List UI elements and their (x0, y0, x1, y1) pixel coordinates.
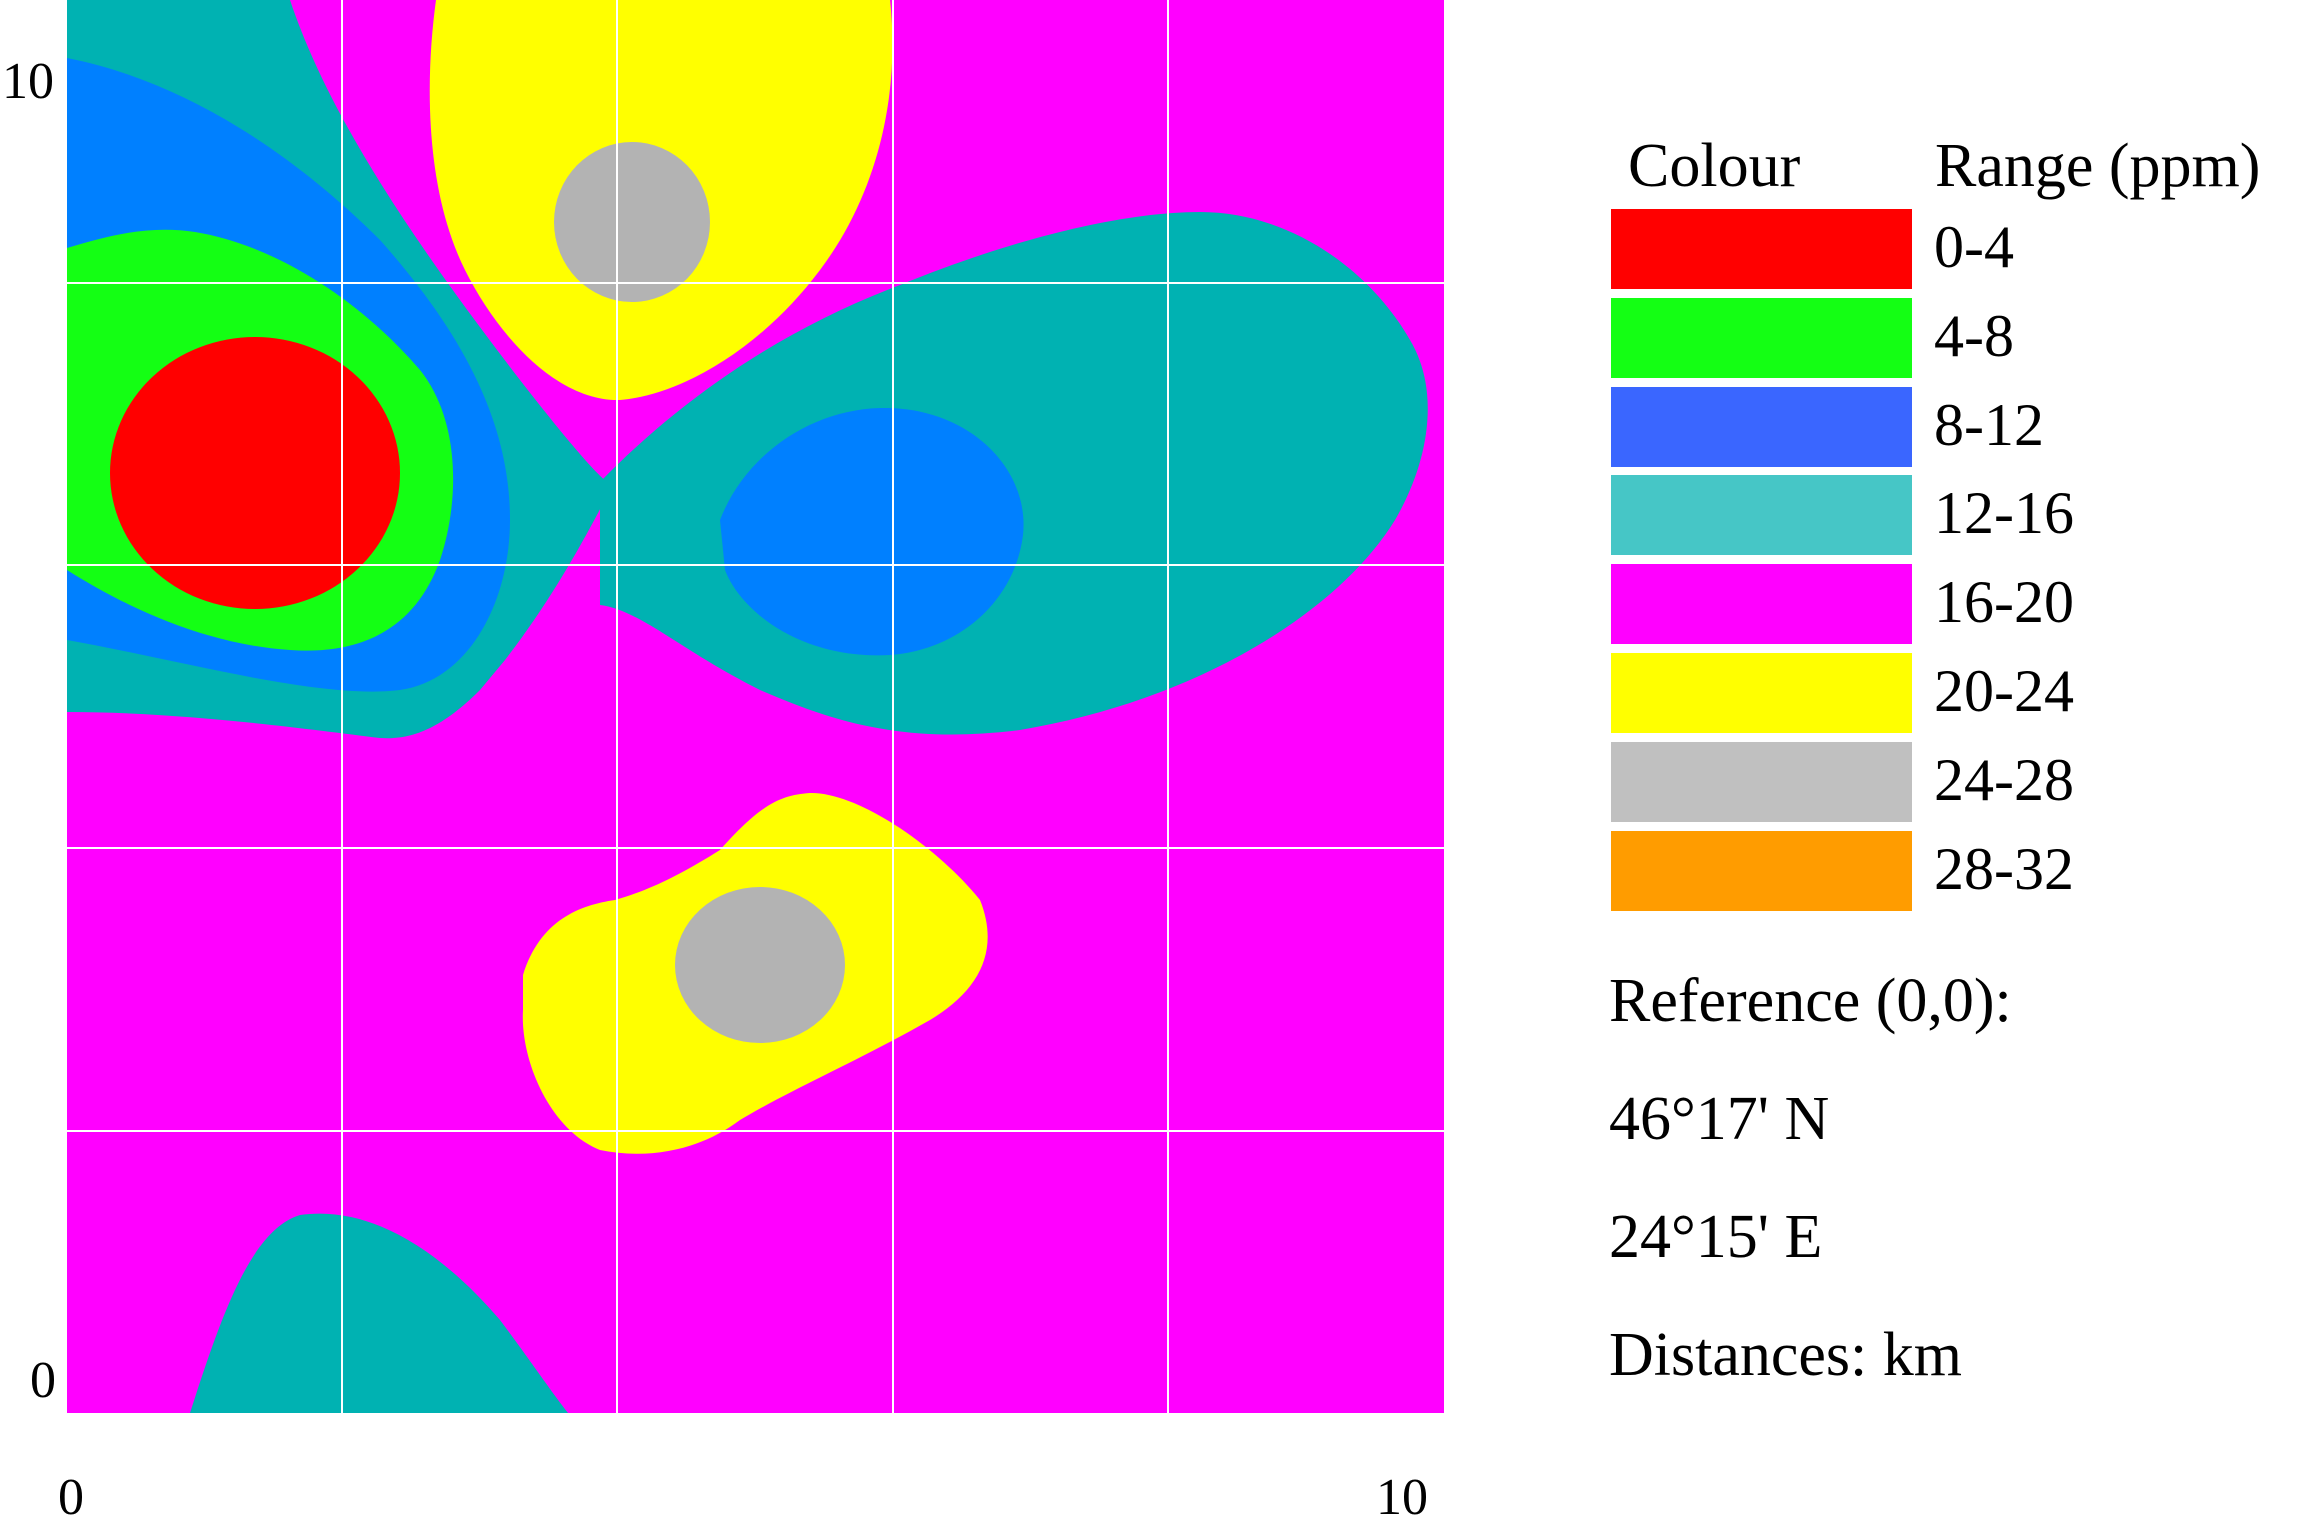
legend-header-colour: Colour (1628, 132, 1801, 200)
legend-row-5: 20-24 (1608, 653, 2298, 735)
legend-row-3: 12-16 (1608, 475, 2298, 557)
contour-0-4 (110, 337, 400, 609)
legend-swatch (1611, 741, 1912, 822)
legend-range-label: 16-20 (1934, 569, 2074, 636)
legend-swatch (1611, 564, 1912, 645)
legend-range-label: 24-28 (1934, 746, 2074, 813)
legend-row-1: 4-8 (1608, 297, 2298, 380)
reference-label: Reference (0,0): (1609, 967, 2012, 1035)
legend-row-2: 8-12 (1608, 386, 2298, 469)
reference-longitude: 24°15' E (1609, 1203, 1823, 1271)
legend-row-7: 28-32 (1608, 830, 2298, 913)
contour-24-28-top (554, 142, 710, 302)
legend-range-label: 0-4 (1934, 214, 2014, 280)
legend-row-6: 24-28 (1608, 741, 2298, 824)
reference-latitude: 46°17' N (1609, 1085, 1830, 1153)
legend-range-label: 4-8 (1934, 302, 2014, 369)
y-axis-max-label: 10 (2, 53, 54, 110)
x-axis-min-label: 0 (58, 1469, 84, 1526)
legend-swatch (1611, 386, 1912, 467)
map-grid (67, 0, 1444, 1413)
contour-24-28-lower (675, 887, 845, 1043)
legend-swatch (1611, 297, 1912, 378)
contour-8-12-right-lobe (720, 407, 1024, 656)
legend-range-label: 28-32 (1934, 835, 2074, 902)
legend-swatch (1611, 475, 1912, 556)
legend-swatch (1611, 653, 1912, 733)
contour-12-16-bottom (190, 1213, 568, 1413)
legend-range-label: 20-24 (1934, 658, 2074, 724)
legend-range-label: 12-16 (1934, 480, 2074, 547)
legend-swatch (1611, 209, 1912, 289)
y-axis-min-label: 0 (30, 1352, 56, 1409)
legend-range-label: 8-12 (1934, 391, 2044, 458)
distances-unit: Distances: km (1609, 1321, 1962, 1389)
legend-header-range: Range (ppm) (1935, 132, 2261, 200)
legend-row-0: 0-4 (1608, 209, 2298, 291)
legend-swatch (1611, 830, 1912, 911)
legend-row-4: 16-20 (1608, 564, 2298, 646)
x-axis-max-label: 10 (1376, 1469, 1428, 1526)
